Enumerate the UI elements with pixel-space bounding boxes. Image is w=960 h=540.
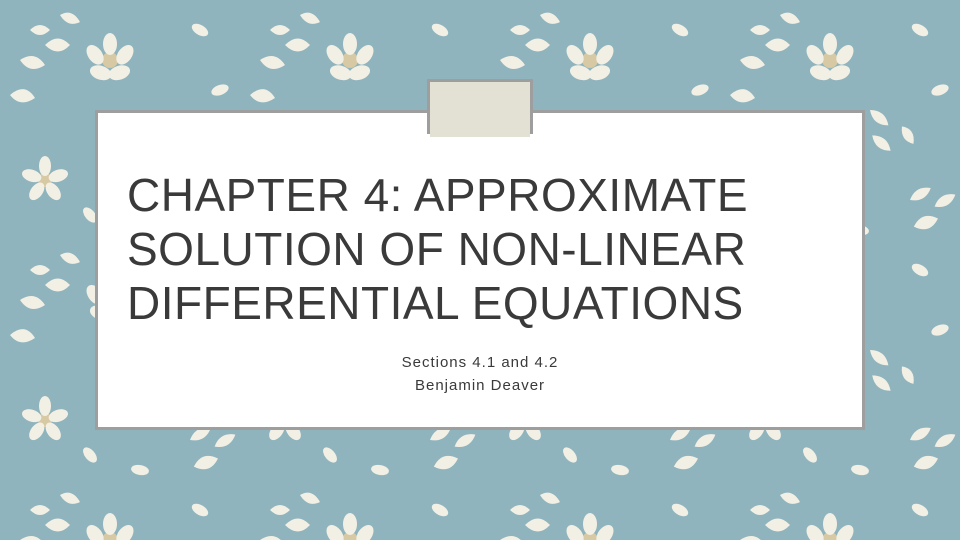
subtitle-line-1: Sections 4.1 and 4.2 (402, 354, 559, 371)
subtitle-line-2: Benjamin Deaver (415, 377, 545, 394)
slide-subtitle: Sections 4.1 and 4.2 Benjamin Deaver (123, 352, 837, 397)
slide: CHAPTER 4: APPROXIMATE SOLUTION OF NON-L… (0, 0, 960, 540)
decorative-tab (427, 79, 533, 134)
content-box: CHAPTER 4: APPROXIMATE SOLUTION OF NON-L… (95, 110, 865, 431)
slide-title: CHAPTER 4: APPROXIMATE SOLUTION OF NON-L… (123, 168, 837, 331)
